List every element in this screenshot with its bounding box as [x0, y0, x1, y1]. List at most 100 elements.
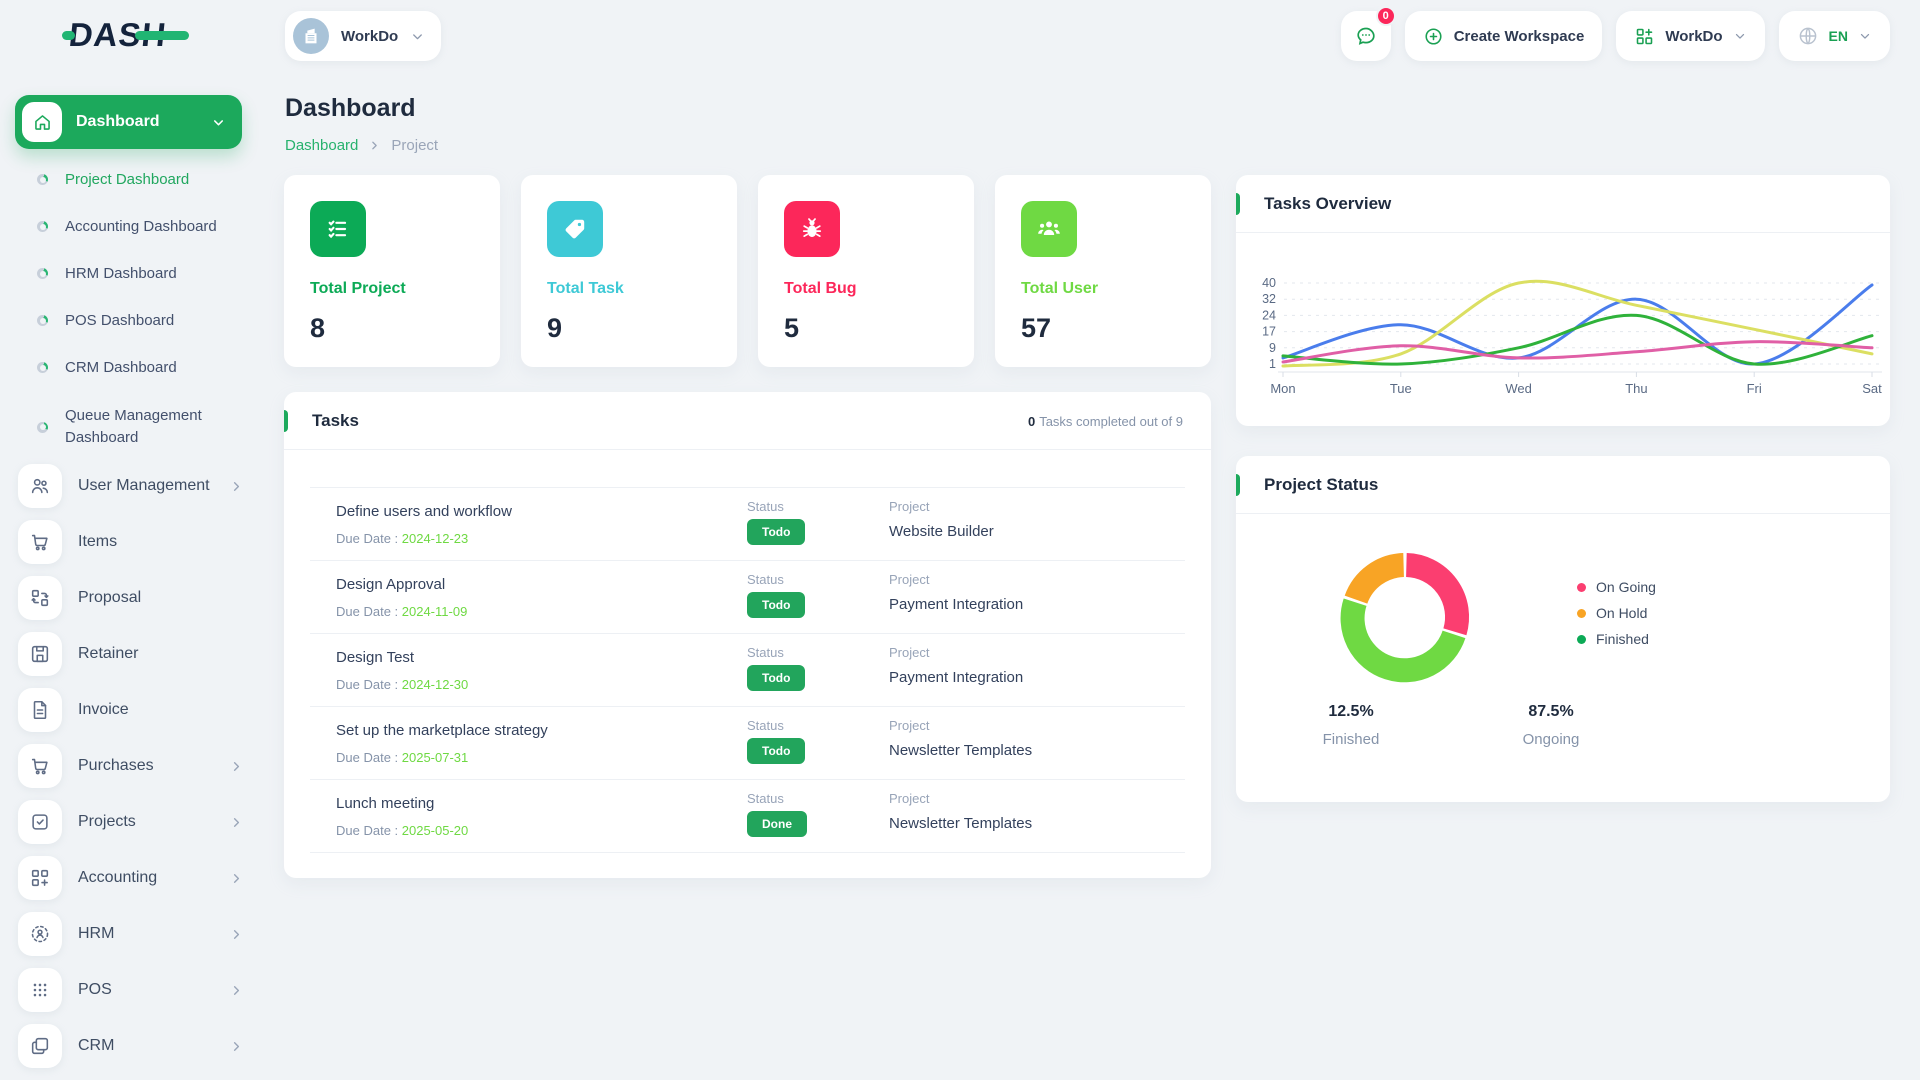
sidebar-subitem-label: HRM Dashboard: [65, 264, 177, 282]
accounting-chip: [18, 856, 62, 900]
project-heading: Project: [889, 572, 930, 587]
sidebar-item-crm[interactable]: CRM: [0, 1018, 262, 1074]
breadcrumb-current: Project: [391, 137, 439, 154]
breadcrumb-dashboard-link[interactable]: Dashboard: [285, 137, 359, 154]
chevron-right-icon: [233, 985, 240, 995]
tasks-completed-summary: 0 Tasks completed out of 9: [1027, 414, 1183, 429]
breadcrumb: Dashboard Project: [285, 137, 438, 154]
svg-text:Thu: Thu: [1625, 381, 1647, 396]
sidebar-item-hrm[interactable]: HRM: [0, 906, 262, 962]
messages-button[interactable]: 0: [1340, 6, 1396, 61]
create-workspace-button[interactable]: Create Workspace: [1404, 11, 1603, 61]
chevron-down-icon: [410, 29, 425, 44]
task-project: Newsletter Templates: [889, 815, 1033, 832]
apps-menu-button[interactable]: WorkDo: [1616, 11, 1765, 61]
language-label: EN: [1828, 28, 1848, 44]
legend-item-finished[interactable]: Finished: [1577, 626, 1656, 652]
sidebar-item-user-management[interactable]: User Management: [0, 458, 262, 514]
sidebar-item-label: Projects: [78, 813, 136, 830]
accent-bar: [1236, 474, 1240, 496]
tasks-title: Tasks: [312, 410, 359, 430]
legend-label: On Hold: [1596, 605, 1648, 621]
workspace-label: WorkDo: [341, 27, 399, 45]
chevron-right-icon: [233, 481, 240, 491]
task-due-date: Due Date : 2024-12-23: [336, 531, 469, 546]
language-selector[interactable]: EN: [1778, 11, 1890, 61]
stat-card-total-project[interactable]: Total Project 8: [284, 175, 500, 367]
tasks-overview-title: Tasks Overview: [1264, 193, 1392, 213]
workspace-avatar: [293, 18, 329, 54]
pos-icon: [33, 983, 47, 997]
legend-dot-icon: [1577, 608, 1586, 618]
bullet-icon: [37, 421, 48, 433]
tasks-card: Tasks 0 Tasks completed out of 9 Define u…: [284, 392, 1211, 878]
chevron-right-icon: [233, 817, 240, 827]
svg-text:Wed: Wed: [1505, 381, 1532, 396]
sidebar-subitem-project-dashboard[interactable]: Project Dashboard: [0, 156, 262, 203]
task-title: Design Approval: [336, 576, 446, 593]
tag-tile: [547, 201, 603, 257]
sidebar-subitem-accounting-dashboard[interactable]: Accounting Dashboard: [0, 203, 262, 250]
donut-slice-on-hold: [1344, 553, 1405, 605]
globe-icon: [1797, 25, 1819, 47]
sidebar-item-proposal[interactable]: Proposal: [0, 570, 262, 626]
sidebar-item-purchases[interactable]: Purchases: [0, 738, 262, 794]
stat-card-total-user[interactable]: Total User 57: [995, 175, 1211, 367]
sidebar-item-retainer[interactable]: Retainer: [0, 626, 262, 682]
stat-card-label: Total Bug: [784, 280, 857, 297]
home-icon: [22, 102, 62, 142]
users-chip: [18, 464, 62, 508]
sidebar-item-invoice[interactable]: Invoice: [0, 682, 262, 738]
task-status-badge: Todo: [747, 519, 806, 545]
sidebar-item-label: HRM: [78, 925, 115, 942]
chevron-right-icon: [229, 927, 244, 942]
chevron-right-icon: [368, 139, 381, 152]
chevron-right-icon: [229, 871, 244, 886]
accounting-icon: [31, 869, 49, 887]
legend-item-on-going[interactable]: On Going: [1577, 574, 1656, 600]
building-icon: [305, 28, 317, 44]
workspace-selector[interactable]: WorkDo: [285, 11, 442, 61]
chevron-down-icon: [1733, 29, 1747, 43]
users-group-tile: [1021, 201, 1077, 257]
stat-card-total-bug[interactable]: Total Bug 5: [758, 175, 974, 367]
pos-chip: [18, 968, 62, 1012]
app-logo[interactable]: DASH: [62, 16, 189, 54]
sidebar-item-pos[interactable]: POS: [0, 962, 262, 1018]
chevron-right-icon: [233, 761, 240, 771]
task-due-date: Due Date : 2024-11-09: [336, 604, 468, 619]
stat-card-total-task[interactable]: Total Task 9: [521, 175, 737, 367]
messages-badge: 0: [1375, 6, 1396, 26]
sidebar-item-label: Retainer: [78, 645, 139, 662]
sidebar-subitem-crm-dashboard[interactable]: CRM Dashboard: [0, 344, 262, 391]
page-title: Dashboard: [285, 94, 416, 122]
stat-card-value: 9: [547, 313, 563, 343]
sidebar-item-items[interactable]: Items: [0, 514, 262, 570]
legend-item-on-hold[interactable]: On Hold: [1577, 600, 1656, 626]
sidebar-subitem-hrm-dashboard[interactable]: HRM Dashboard: [0, 250, 262, 297]
logo-dash-icon: [134, 30, 189, 40]
task-row: Design Test Due Date : 2024-12-30 Status To…: [310, 634, 1185, 707]
sidebar-subitem-label: POS Dashboard: [65, 311, 175, 329]
topbar: DASH WorkDo 0 Create Workspace: [0, 0, 1920, 72]
sidebar-subitem-label: Project Dashboard: [65, 170, 190, 188]
sidebar-item-projects[interactable]: Projects: [0, 794, 262, 850]
tasks-completed-count: 0: [1027, 414, 1036, 429]
task-project: Newsletter Templates: [889, 742, 1033, 759]
task-row: Design Approval Due Date : 2024-11-09 Stat…: [310, 561, 1185, 634]
stat-card-value: 8: [310, 313, 326, 343]
sidebar-item-accounting[interactable]: Accounting: [0, 850, 262, 906]
task-status-badge: Todo: [747, 665, 806, 691]
sidebar-subitem-queue-management-dashboard[interactable]: Queue Management Dashboard: [0, 391, 262, 463]
chevron-right-icon: [233, 873, 240, 883]
project-heading: Project: [889, 791, 930, 806]
sidebar-subitem-label: Queue Management Dashboard: [65, 407, 202, 446]
status-heading: Status: [747, 645, 784, 660]
stat-card-label: Total Task: [547, 280, 624, 297]
project-status-card: Project Status On Going On Hold Finished 1…: [1236, 456, 1890, 802]
sidebar-item-dashboard[interactable]: Dashboard: [15, 95, 242, 149]
accent-bar: [1236, 193, 1240, 215]
project-status-stat-ongoing: 87.5% Ongoing: [1466, 703, 1636, 748]
sidebar-subitem-pos-dashboard[interactable]: POS Dashboard: [0, 297, 262, 344]
plus-circle-icon: [1423, 26, 1444, 47]
